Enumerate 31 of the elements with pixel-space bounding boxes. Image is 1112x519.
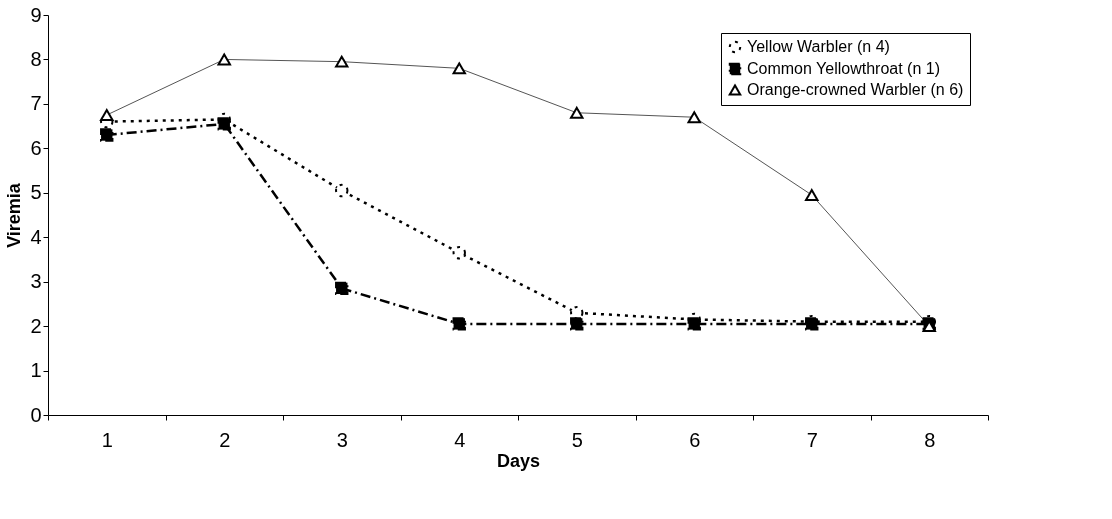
y-tick-label: 8: [30, 47, 42, 70]
x-tick-label: 6: [689, 428, 701, 451]
point: [217, 117, 231, 131]
x-tick-label: 2: [219, 428, 231, 451]
y-tick-label: 4: [30, 225, 42, 248]
y-tick-label: 9: [30, 3, 42, 26]
x-tick-label: 5: [571, 428, 583, 451]
point: [687, 317, 701, 331]
y-tick-label: 0: [30, 403, 42, 426]
point: [335, 183, 349, 198]
point: [452, 317, 466, 331]
x-tick-label: 7: [806, 428, 818, 451]
x-tick-label: 4: [454, 428, 466, 451]
x-tick-label: 3: [336, 428, 348, 451]
y-tick-label: 1: [30, 359, 42, 382]
y-tick-label: 3: [30, 270, 42, 293]
y-axis-title: Viremia: [4, 182, 25, 248]
point: [100, 128, 114, 142]
y-tick-label: 7: [30, 92, 42, 115]
point: [570, 317, 584, 331]
point: [335, 281, 349, 296]
x-tick-label: 8: [924, 428, 936, 451]
x-tick-label: 1: [101, 428, 113, 451]
x-axis-title: Days: [496, 450, 541, 471]
point: [452, 246, 466, 260]
legend-label: Yellow Warbler (n 4): [747, 38, 890, 55]
legend-label: Common Yellowthroat (n 1): [747, 60, 940, 77]
legend-label: Orange-crowned Warbler (n 6): [747, 81, 964, 98]
y-tick-label: 2: [30, 314, 42, 337]
y-tick-label: 5: [30, 181, 42, 204]
y-tick-label: 6: [30, 136, 42, 159]
